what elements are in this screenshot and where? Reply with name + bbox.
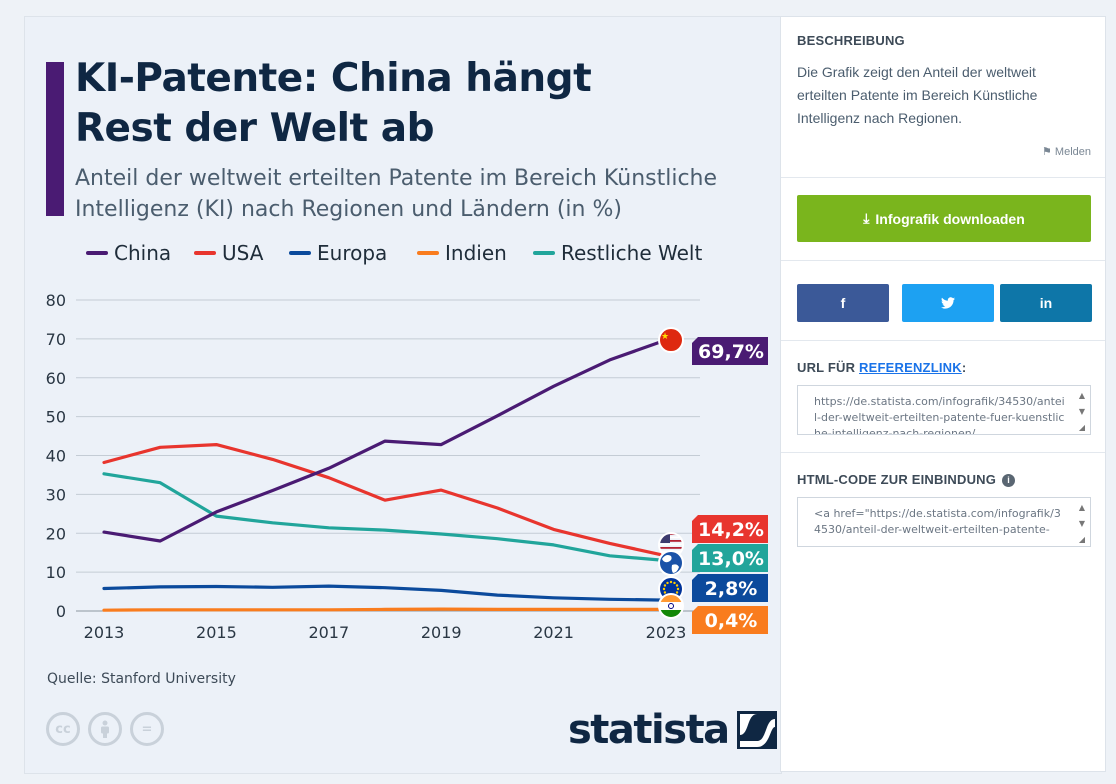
divider	[781, 340, 1105, 341]
value-label-text: 2,8%	[705, 578, 758, 600]
title-accent-bar	[46, 62, 64, 216]
embed-title-text: HTML-CODE ZUR EINBINDUNG	[797, 472, 997, 487]
description-section: BESCHREIBUNG Die Grafik zeigt den Anteil…	[797, 33, 1089, 130]
creative-commons-icon[interactable]: cc	[46, 712, 80, 746]
value-label-restliche-welt: 13,0%	[692, 544, 768, 572]
reference-link-title-suffix: :	[961, 360, 967, 375]
title-line-2: Rest der Welt ab	[75, 106, 435, 151]
infographic-card	[24, 16, 782, 774]
facebook-icon: f	[840, 295, 846, 311]
chart-subtitle: Anteil der weltweit erteilten Patente im…	[75, 166, 718, 222]
y-tick-label: 20	[46, 524, 66, 543]
reference-url-textarea[interactable]: https://de.statista.com/infografik/34530…	[797, 385, 1091, 435]
india-flag-icon	[658, 593, 684, 619]
divider	[781, 177, 1105, 178]
legend-label: Indien	[445, 241, 507, 265]
reference-link-title: URL FÜR REFERENZLINK:	[797, 360, 1089, 375]
download-icon: ⤓	[863, 210, 870, 226]
reference-link-section: URL FÜR REFERENZLINK:	[797, 360, 1089, 375]
x-tick-label: 2021	[533, 623, 574, 642]
legend-label: Restliche Welt	[561, 241, 702, 265]
share-twitter-button[interactable]	[902, 284, 994, 322]
embed-code-value: <a href="https://de.statista.com/infogra…	[814, 507, 1061, 536]
embed-code-textarea[interactable]: <a href="https://de.statista.com/infogra…	[797, 497, 1091, 547]
x-tick-label: 2015	[196, 623, 237, 642]
description-text: Die Grafik zeigt den Anteil der weltweit…	[797, 64, 1038, 126]
textarea-scrollbar[interactable]: ▲ ▼ ◢	[1078, 391, 1086, 432]
line-chart: 0 10 20 30 40 50 60 70 80 2013 2015 2017 2019 2021 202…	[46, 241, 768, 642]
china-flag-icon: ★	[658, 327, 684, 354]
y-tick-label: 10	[46, 563, 66, 582]
statista-logo-text: statista	[568, 707, 730, 753]
divider	[781, 452, 1105, 453]
divider	[781, 260, 1105, 261]
report-link[interactable]: ⚑ Melden	[1042, 145, 1091, 158]
value-label-text: 14,2%	[698, 519, 764, 541]
series-line-china	[102, 338, 668, 543]
flag-icon: ⚑	[1041, 146, 1052, 158]
textarea-scrollbar[interactable]: ▲ ▼ ◢	[1078, 503, 1086, 544]
legend-label: China	[114, 241, 171, 265]
value-label-text: 69,7%	[698, 341, 764, 363]
embed-title: HTML-CODE ZUR EINBINDUNG i	[797, 472, 1089, 488]
attribution-icon[interactable]	[88, 712, 122, 746]
y-tick-label: 50	[46, 408, 66, 427]
sidebar: BESCHREIBUNG Die Grafik zeigt den Anteil…	[780, 16, 1106, 772]
globe-icon	[658, 550, 684, 576]
series-line-restliche-welt	[102, 472, 668, 563]
download-infographic-button[interactable]: ⤓ Infografik downloaden	[797, 195, 1091, 242]
title-line-1: KI-Patente: China hängt	[75, 56, 592, 101]
value-label-europa: 2,8%	[692, 574, 768, 602]
y-tick-label: 60	[46, 369, 66, 388]
reference-link-anchor[interactable]: REFERENZLINK	[859, 360, 962, 375]
source-note: Quelle: Stanford University	[47, 671, 236, 687]
statista-logo[interactable]: statista	[568, 706, 777, 754]
legend-label: Europa	[317, 241, 387, 265]
chart-title: KI-Patente: China hängt Rest der Welt ab	[75, 54, 592, 154]
download-label: Infografik downloaden	[875, 210, 1025, 227]
twitter-icon	[941, 297, 955, 309]
embed-section: HTML-CODE ZUR EINBINDUNG i	[797, 472, 1089, 488]
reference-url-value: https://de.statista.com/infografik/34530…	[814, 395, 1065, 435]
y-tick-label: 40	[46, 447, 66, 466]
value-label-text: 13,0%	[698, 548, 764, 570]
value-label-usa: 14,2%	[692, 515, 768, 543]
y-tick-label: 30	[46, 485, 66, 504]
reference-link-title-prefix: URL FÜR	[797, 360, 856, 375]
x-tick-label: 2017	[308, 623, 349, 642]
series-line-indien	[102, 607, 668, 612]
x-tick-label: 2019	[421, 623, 462, 642]
info-icon[interactable]: i	[1002, 474, 1016, 488]
x-tick-label: 2013	[84, 623, 125, 642]
y-tick-label: 80	[46, 291, 66, 310]
linkedin-icon: in	[1039, 295, 1053, 311]
legend-label: USA	[222, 241, 264, 265]
share-facebook-button[interactable]: f	[797, 284, 889, 322]
y-tick-label: 70	[46, 330, 66, 349]
svg-text:★: ★	[661, 331, 669, 341]
description-title: BESCHREIBUNG	[797, 33, 905, 48]
share-linkedin-button[interactable]: in	[1000, 284, 1092, 322]
value-label-indien: 0,4%	[692, 606, 768, 634]
value-label-text: 0,4%	[705, 610, 758, 632]
license-icons: cc =	[46, 712, 164, 746]
series-line-usa	[102, 443, 668, 558]
statista-logo-mark	[736, 711, 777, 749]
y-tick-label: 0	[56, 602, 66, 621]
x-tick-label: 2023	[646, 623, 687, 642]
no-derivatives-icon[interactable]: =	[130, 712, 164, 746]
value-label-china: 69,7%	[692, 337, 768, 365]
report-label: Melden	[1054, 146, 1091, 158]
series-line-europa	[102, 584, 668, 602]
